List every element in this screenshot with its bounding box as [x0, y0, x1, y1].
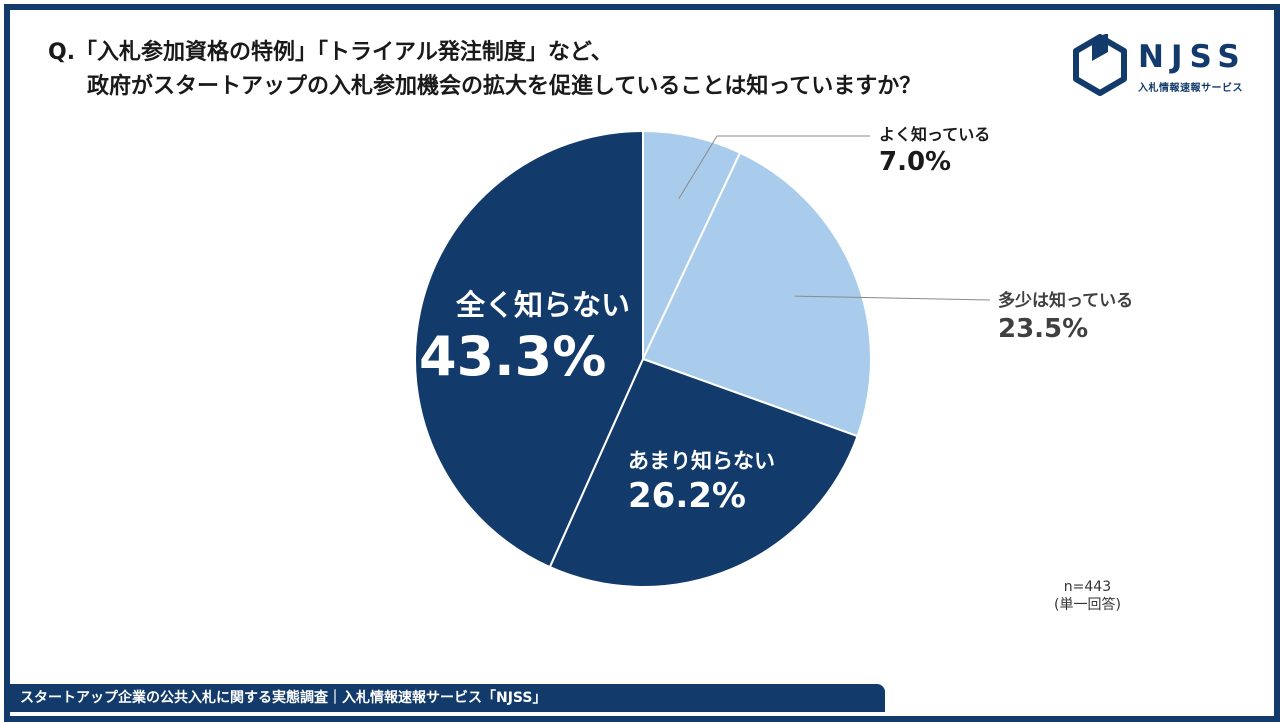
- footer-bar: スタートアップ企業の公共入札に関する実態調査｜入札情報速報サービス「NJSS」: [10, 684, 885, 712]
- sample-note: n=443 (単一回答): [1054, 578, 1121, 614]
- slice-label-name: あまり知らない: [628, 449, 775, 473]
- logo-wordmark: NJSS: [1138, 39, 1247, 75]
- slice-amari-shiranai: [548, 357, 859, 588]
- slice-label-value: 7.0%: [879, 147, 952, 177]
- slice-tasho-shitteiru: [641, 151, 872, 438]
- njss-logo: NJSS 入札情報速報サービス: [1072, 34, 1247, 96]
- slice-label-value: 43.3%: [419, 325, 607, 388]
- sample-size: n=443: [1063, 579, 1112, 595]
- leader-line: [794, 295, 991, 301]
- slide-frame: [4, 4, 1280, 722]
- label-amari-shiranai: あまり知らない 26.2%: [628, 446, 775, 516]
- leader-line: [678, 135, 870, 200]
- question-title: Q.「入札参加資格の特例」「トライアル発注制度」など、 政府がスタートアップの入…: [48, 36, 921, 104]
- slice-mattaku-shiranai: [414, 129, 644, 569]
- label-tasho-shitteiru: 多少は知っている 23.5%: [998, 289, 1133, 345]
- slice-label-name: よく知っている: [879, 125, 991, 144]
- slice-label-value: 26.2%: [628, 476, 746, 516]
- logo-subtitle: 入札情報速報サービス: [1138, 83, 1243, 94]
- question-line-1: Q.「入札参加資格の特例」「トライアル発注制度」など、: [48, 40, 613, 65]
- question-line-2: 政府がスタートアップの入札参加機会の拡大を促進していることは知っていますか？: [87, 74, 922, 99]
- label-mattaku-shiranai: 全く知らない 43.3%: [419, 284, 630, 388]
- njss-logo-icon: [1073, 34, 1127, 96]
- answer-type: (単一回答): [1054, 597, 1121, 613]
- slice-label-value: 23.5%: [998, 314, 1089, 344]
- slice-label-name: 全く知らない: [456, 288, 631, 322]
- slice-label-name: 多少は知っている: [998, 291, 1134, 311]
- label-yoku-shitteiru: よく知っている 7.0%: [879, 124, 990, 178]
